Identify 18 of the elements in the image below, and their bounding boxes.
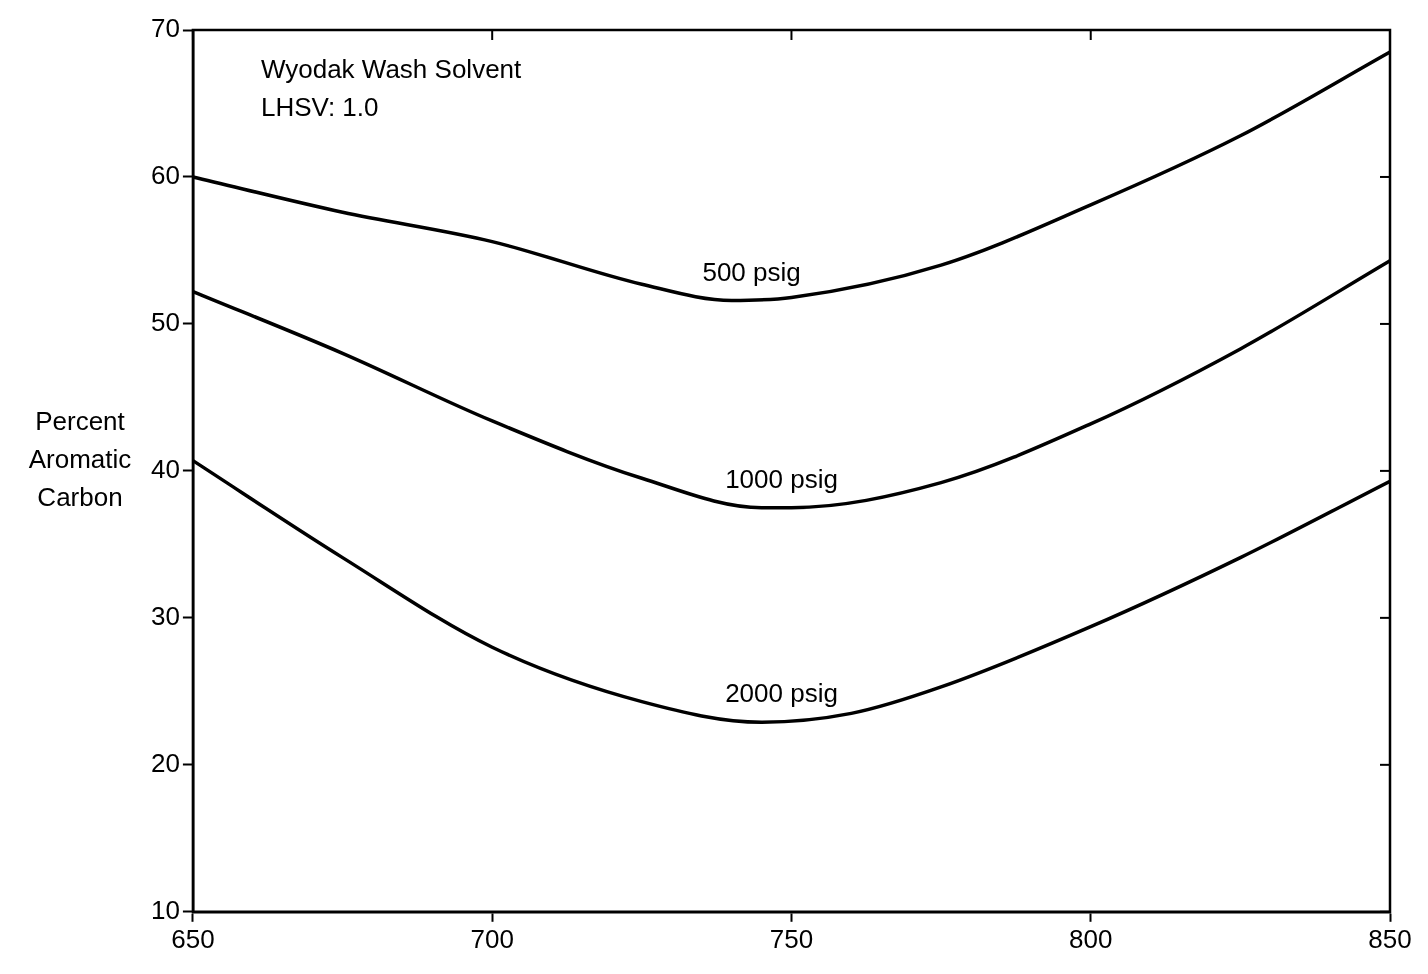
- x-tick-label: 750: [769, 923, 814, 954]
- y-tick-label: 50: [151, 307, 180, 338]
- annotation: LHSV: 1.0: [260, 92, 379, 123]
- y-tick-label: 20: [151, 748, 180, 779]
- x-tick-label: 700: [470, 923, 514, 954]
- y-tick-label: 40: [151, 454, 180, 485]
- series-label: 1000 psig: [725, 463, 838, 494]
- x-tick-label: 850: [1368, 923, 1412, 954]
- series-label: 500 psig: [702, 256, 801, 287]
- y-tick-label: 30: [151, 601, 180, 632]
- annotation: Wyodak Wash Solvent: [260, 54, 523, 85]
- y-tick-label: 60: [151, 160, 180, 191]
- y-axis-title: Percent Aromatic Carbon: [28, 406, 132, 513]
- y-tick-label: 70: [151, 13, 180, 44]
- series-label: 2000 psig: [725, 678, 838, 709]
- x-tick-label: 800: [1069, 923, 1113, 954]
- y-tick-label: 10: [151, 894, 180, 925]
- x-tick-label: 650: [171, 923, 215, 954]
